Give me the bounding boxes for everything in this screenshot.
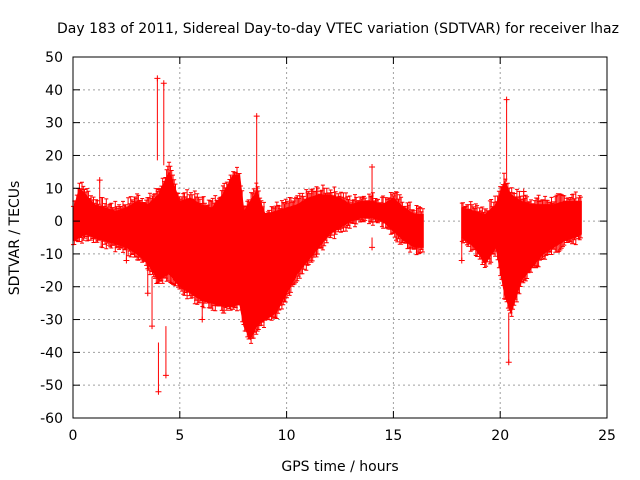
- y-tick-label: -10: [40, 247, 63, 263]
- plot-frame: [72, 56, 608, 419]
- y-tick-label: -40: [40, 345, 63, 361]
- y-tick-label: -50: [40, 378, 63, 394]
- y-tick-label: 50: [45, 50, 63, 66]
- x-tick-label: 20: [491, 428, 509, 444]
- chart-title: Day 183 of 2011, Sidereal Day-to-day VTE…: [57, 21, 619, 37]
- y-tick-label: 10: [45, 181, 63, 197]
- x-tick-label: 25: [598, 428, 616, 444]
- x-tick-label: 5: [175, 428, 184, 444]
- y-tick-label: 30: [45, 116, 63, 132]
- y-tick-label: 40: [45, 83, 63, 99]
- y-tick-label: 0: [54, 214, 63, 230]
- axis-ticks: 0 5 10 15 20 25 -60 -50 -40 -30 -20 -10 0 10 20 30 40 50: [40, 50, 616, 444]
- x-tick-label: 10: [278, 428, 296, 444]
- y-tick-label: 20: [45, 148, 63, 164]
- y-tick-label: -60: [40, 411, 63, 427]
- x-tick-label: 15: [384, 428, 402, 444]
- x-axis-title: GPS time / hours: [281, 459, 398, 475]
- x-tick-label: 0: [69, 428, 78, 444]
- grid: [73, 57, 607, 418]
- y-axis-title: SDTVAR / TECUs: [7, 181, 23, 296]
- y-tick-label: -30: [40, 313, 63, 329]
- y-tick-label: -20: [40, 280, 63, 296]
- sdtvar-late-errorbars: [459, 172, 583, 317]
- data-series: [71, 75, 583, 395]
